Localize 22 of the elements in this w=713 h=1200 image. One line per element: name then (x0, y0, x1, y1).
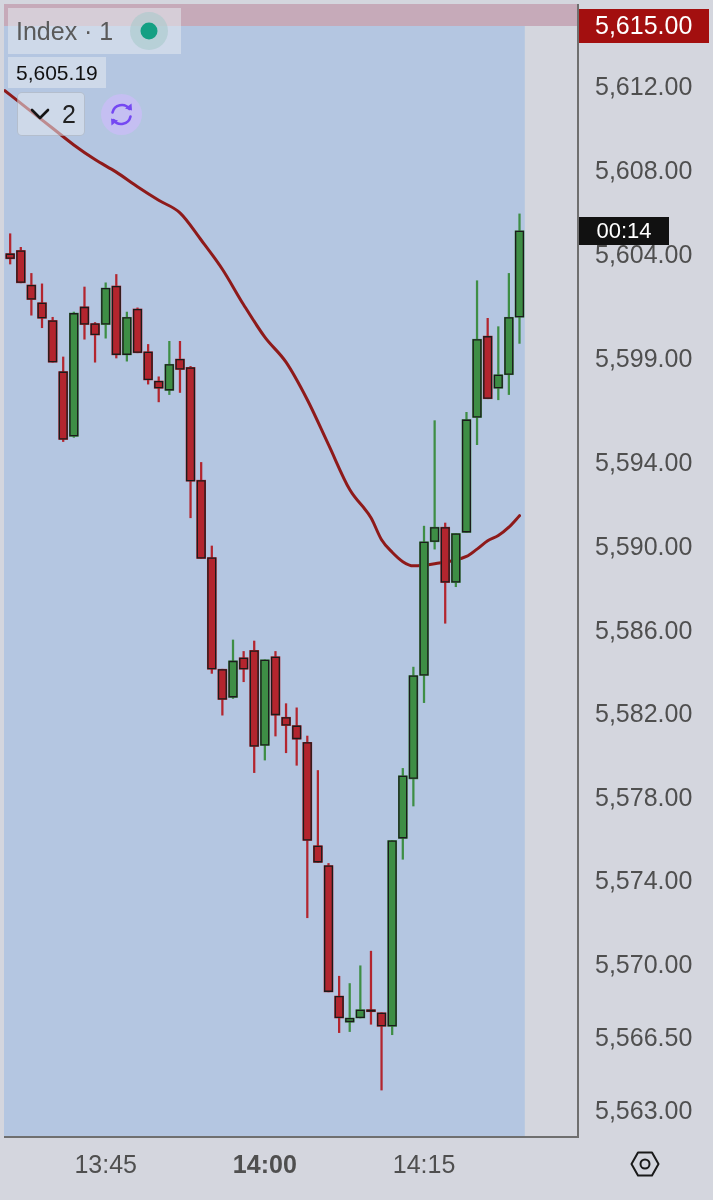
y-tick-label: 5,574.00 (595, 866, 693, 895)
y-tick-label: 5,578.00 (595, 782, 693, 811)
y-tick-label: 5,612.00 (595, 72, 693, 101)
y-tick-label: 5,599.00 (595, 343, 693, 372)
y-tick-label: 5,586.00 (595, 615, 693, 644)
y-tick-label: 5,570.00 (595, 949, 693, 978)
band-label: 5,615.00 (595, 10, 693, 39)
y-tick-label: 5,590.00 (595, 531, 693, 560)
y-tick-label: 5,608.00 (595, 156, 693, 185)
line-series (4, 89, 522, 568)
y-tick-label: 5,582.00 (595, 699, 693, 728)
x-tick-label: 14:15 (392, 1149, 456, 1178)
text: Index · 1 (16, 16, 114, 46)
annotation: 5,605.19 (8, 57, 106, 88)
y-tick-label: 5,594.00 (595, 448, 693, 477)
y-tick-label: 5,566.50 (595, 1022, 693, 1051)
y-tick-label: 5,563.00 (595, 1095, 693, 1124)
annotation: 2 (62, 99, 76, 129)
candlestick (376, 1012, 387, 1091)
x-tick-label: 14:00 (232, 1149, 297, 1178)
text: 00:14 (579, 216, 669, 245)
x-tick-label: 13:45 (74, 1149, 137, 1178)
